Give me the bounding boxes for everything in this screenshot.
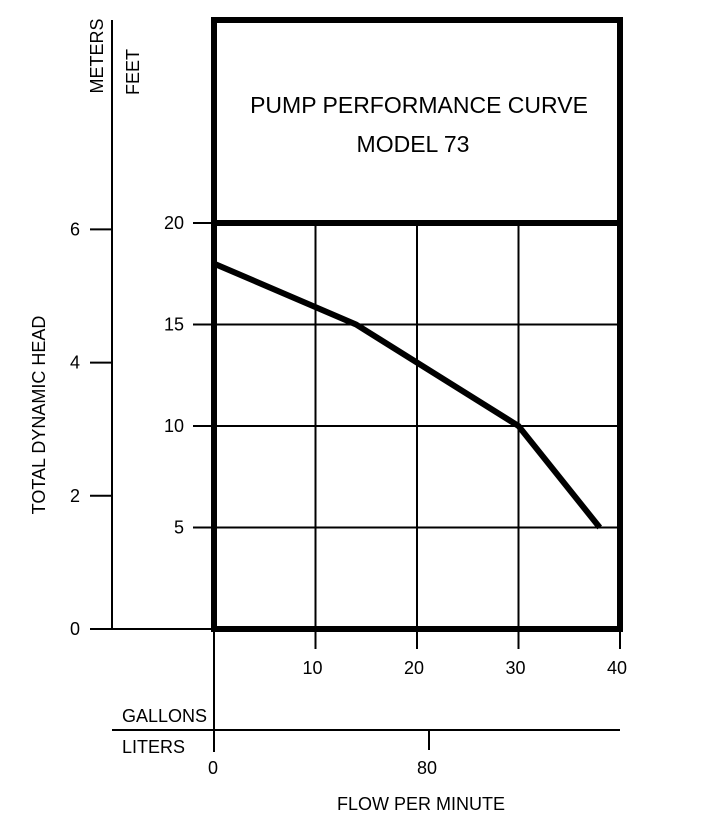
liters-unit-label: LITERS <box>122 737 185 757</box>
liters-tick-label-80: 80 <box>417 758 437 778</box>
data-point <box>355 324 357 325</box>
series-line <box>212 260 603 530</box>
data-point <box>518 425 519 427</box>
meters-tick-label: 6 <box>70 219 80 239</box>
y-axis-title: TOTAL DYNAMIC HEAD <box>29 316 49 515</box>
meters-tick-label: 2 <box>70 486 80 506</box>
title-box <box>211 17 623 226</box>
gallons-unit-label: GALLONS <box>122 706 207 726</box>
meters-tick-label: 0 <box>70 619 80 639</box>
gallons-tick-label: 30 <box>505 658 525 678</box>
meters-tick-label: 4 <box>70 353 80 373</box>
x-axis-title: FLOW PER MINUTE <box>337 794 505 814</box>
chart-subtitle: MODEL 73 <box>357 131 470 157</box>
grid <box>193 223 620 649</box>
feet-tick-label: 20 <box>164 213 184 233</box>
performance-curve-series <box>212 260 603 530</box>
gallons-tick-label: 40 <box>607 658 627 678</box>
chart-title: PUMP PERFORMANCE CURVE <box>250 92 588 118</box>
data-point <box>213 263 215 265</box>
gallons-tick-label: 10 <box>302 658 322 678</box>
gallons-tick-label: 20 <box>404 658 424 678</box>
liters-tick-label-0: 0 <box>208 758 218 778</box>
data-point <box>599 527 601 528</box>
feet-unit-label: FEET <box>123 49 143 95</box>
feet-tick-label: 5 <box>174 518 184 538</box>
meters-unit-label: METERS <box>87 18 107 93</box>
feet-tick-label: 15 <box>164 315 184 335</box>
feet-tick-label: 10 <box>164 416 184 436</box>
